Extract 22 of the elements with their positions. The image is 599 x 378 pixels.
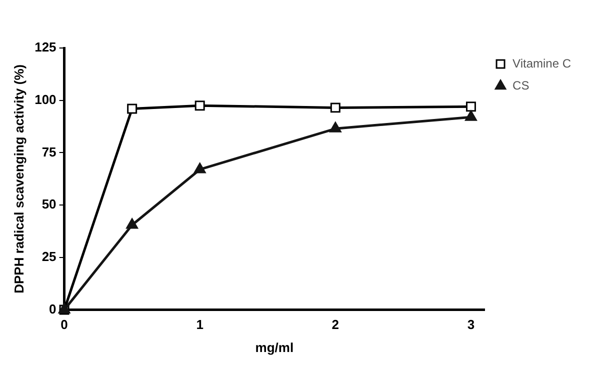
y-tick-label: 50 [42,196,56,212]
y-tick-label: 125 [34,40,56,55]
point [127,104,138,114]
point [126,218,138,229]
x-tick-label: 0 [60,317,68,332]
y-tick-label: 0 [49,301,56,316]
point [329,122,342,132]
point [465,110,477,121]
legend-label: CS [512,78,530,92]
y-tick-label: 25 [42,249,56,264]
point [330,102,340,113]
x-tick-label: 2 [332,317,340,332]
x-tick-label: 3 [467,317,475,332]
y-tick-label: 75 [42,144,56,160]
x-axis-title: mg/ml [255,340,294,355]
x-tick-label: 1 [196,317,204,332]
y-axis-title: DPPH radical scavenging activity (%) [11,64,26,294]
point [466,102,476,112]
legend-label: Vitamine C [512,56,572,70]
y-tick-label: 100 [34,92,56,107]
point [194,100,205,111]
point [194,162,206,174]
